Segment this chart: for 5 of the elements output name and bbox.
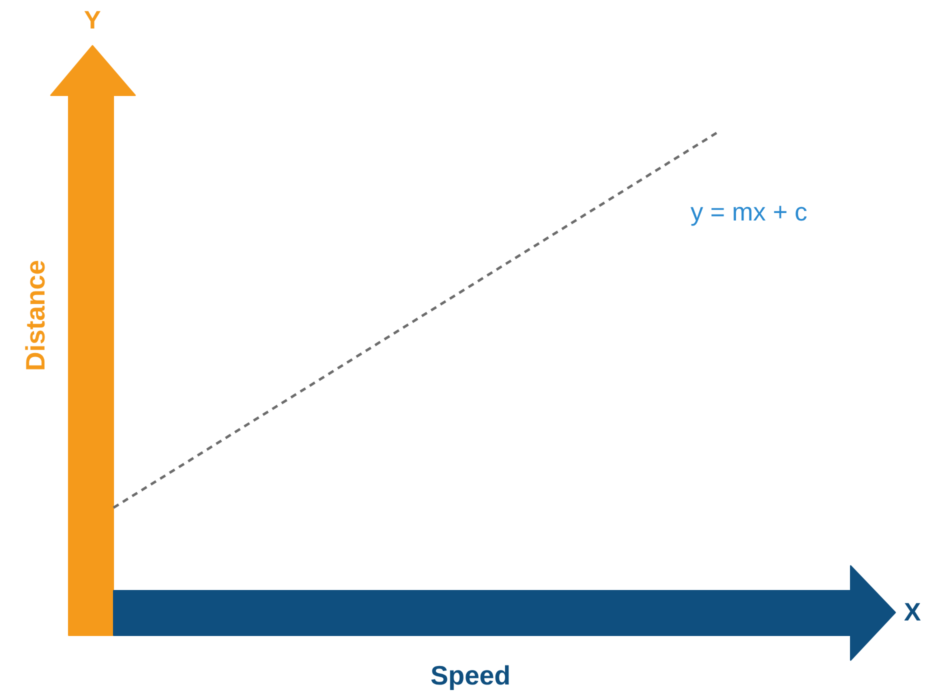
text: Y <box>84 6 102 34</box>
annotation: y = mx + c <box>690 198 808 226</box>
text: X <box>904 598 922 626</box>
x-axis-title: Speed <box>430 660 511 690</box>
y-axis-title: Distance <box>20 260 50 372</box>
